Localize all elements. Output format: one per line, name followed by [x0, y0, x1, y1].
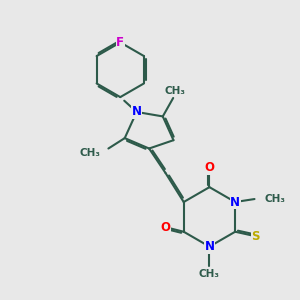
Text: CH₃: CH₃ — [80, 148, 101, 158]
Text: CH₃: CH₃ — [199, 269, 220, 279]
Text: N: N — [204, 240, 214, 253]
Text: N: N — [230, 196, 240, 208]
Text: O: O — [204, 161, 214, 174]
Text: CH₃: CH₃ — [164, 85, 185, 96]
Text: S: S — [251, 230, 260, 243]
Text: O: O — [161, 221, 171, 234]
Text: CH₃: CH₃ — [264, 194, 285, 204]
Text: N: N — [132, 106, 142, 118]
Text: F: F — [116, 36, 124, 49]
